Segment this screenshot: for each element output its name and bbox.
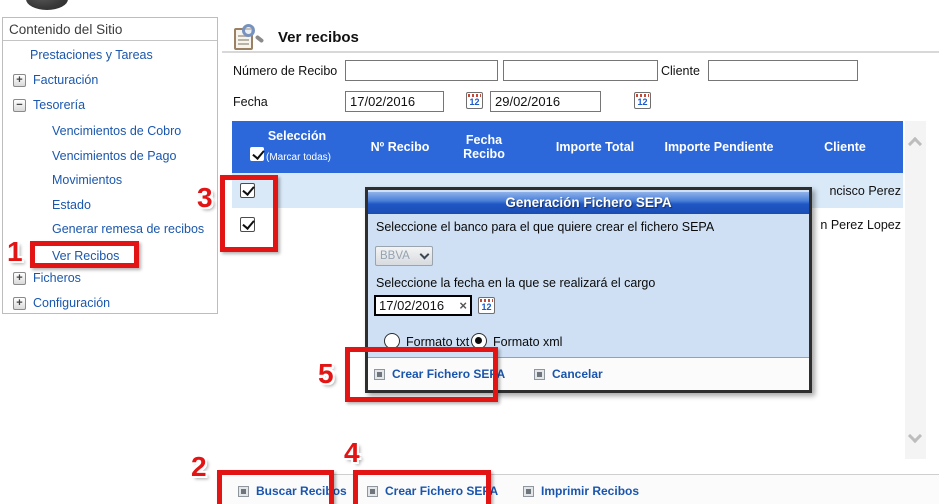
sidebar-item-label[interactable]: Generar remesa de recibos [52,222,205,236]
expand-plus-icon[interactable] [13,271,26,285]
row-checkbox[interactable] [240,183,255,198]
row-cliente-value: ncisco Perez [829,183,901,198]
column-fecha-recibo: Fecha Recibo [463,133,505,161]
row-checkbox[interactable] [240,217,255,232]
sepa-dialog-title: Generación Fichero SEPA [368,192,809,214]
cliente-input[interactable] [708,60,858,81]
cancel-button[interactable]: Cancelar [534,367,603,381]
column-importe-total: Importe Total [555,140,635,154]
charge-date-label: Seleccione la fecha en la que se realiza… [376,276,656,290]
select-all-checkbox[interactable] [250,147,264,161]
annotation-number-2: 2 [191,451,207,482]
scroll-down-icon[interactable] [907,428,923,444]
button-square-icon [367,485,378,497]
row-cliente-value: n Perez Lopez [820,218,901,232]
bank-select-value: BBVA [380,250,410,262]
sidebar-item-configuracion[interactable]: Configuración [13,295,110,311]
calendar-icon[interactable]: 12 [634,92,651,109]
sidebar-item-vencimientos-cobro[interactable]: Vencimientos de Cobro [52,123,181,139]
calendar-icon[interactable]: 12 [466,92,483,109]
numero-recibo-desde-input[interactable] [345,60,498,81]
page-title: Ver recibos [278,29,359,46]
buscar-recibos-button[interactable]: Buscar Recibos [238,484,347,498]
sidebar-item-label[interactable]: Tesorería [33,98,86,112]
annotation-box-4 [353,470,491,504]
chevron-down-icon [419,249,430,260]
sepa-dialog-footer: Crear Fichero SEPA Cancelar [368,357,809,390]
fecha-hasta-input[interactable] [490,91,601,112]
imprimir-recibos-button[interactable]: Imprimir Recibos [523,484,639,498]
scroll-up-icon[interactable] [907,136,923,152]
sepa-dialog: Generación Fichero SEPA Seleccione el ba… [365,187,812,393]
annotation-box-1 [30,241,139,268]
button-square-icon [374,368,385,380]
collapse-minus-icon[interactable] [13,98,26,112]
column-seleccion: Selección [267,129,327,143]
button-square-icon [238,485,249,497]
sidebar-title: Contenido del Sitio [3,18,217,41]
column-num-recibo: Nº Recibo [370,140,430,154]
annotation-number-4: 4 [344,437,360,468]
sidebar-item-ficheros[interactable]: Ficheros [13,270,81,286]
sidebar: Contenido del Sitio Prestaciones y Tarea… [2,17,218,314]
sidebar-item-prestaciones[interactable]: Prestaciones y Tareas [30,47,153,63]
annotation-box-3 [220,175,278,252]
numero-recibo-label: Número de Recibo [233,64,338,78]
sidebar-item-vencimientos-pago[interactable]: Vencimientos de Pago [52,148,176,164]
fecha-label: Fecha [233,95,268,109]
footer-bar [217,474,939,504]
sidebar-item-label[interactable]: Prestaciones y Tareas [30,48,153,62]
button-square-icon [534,368,545,380]
annotation-number-1: 1 [7,236,23,267]
marcar-todas-label: (Marcar todas) [266,152,332,163]
charge-date-value: 17/02/2016 [379,298,445,313]
table-header: Selección (Marcar todas) Nº Recibo Fecha… [232,121,903,173]
bank-select[interactable]: BBVA [375,246,433,266]
sidebar-item-facturacion[interactable]: Facturación [13,72,98,88]
sidebar-item-label[interactable]: Vencimientos de Pago [52,149,177,163]
sidebar-item-label[interactable]: Configuración [33,296,111,310]
fecha-desde-input[interactable] [345,91,444,112]
header-divider [222,51,939,53]
vertical-scrollbar[interactable] [905,121,926,459]
create-sepa-file-button[interactable]: Crear Fichero SEPA [374,367,505,381]
bank-select-label: Seleccione el banco para el que quiere c… [376,220,715,234]
sidebar-item-label[interactable]: Ficheros [33,271,81,285]
clear-date-icon[interactable]: × [459,298,467,313]
sidebar-item-tesoreria[interactable]: Tesorería [13,97,85,113]
expand-plus-icon[interactable] [13,296,26,310]
logo-fragment [26,0,68,10]
sidebar-item-estado[interactable]: Estado [52,197,91,213]
annotation-box-5 [345,347,498,402]
sidebar-item-label[interactable]: Facturación [33,73,99,87]
column-importe-pendiente: Importe Pendiente [664,140,774,154]
column-cliente: Cliente [824,140,866,154]
formato-xml-label[interactable]: Formato xml [493,335,563,349]
numero-recibo-hasta-input[interactable] [503,60,658,81]
sidebar-item-generar-remesa[interactable]: Generar remesa de recibos [52,221,204,237]
sidebar-item-label[interactable]: Ver Recibos [52,249,120,263]
sidebar-item-label[interactable]: Estado [52,198,91,212]
charge-date-input[interactable]: 17/02/2016 × [374,295,472,316]
annotation-number-3: 3 [197,182,213,213]
formato-txt-label[interactable]: Formato txt [406,335,470,349]
expand-plus-icon[interactable] [13,73,26,87]
magnifier-icon [242,24,255,37]
view-receipts-icon [234,24,265,50]
crear-fichero-sepa-button[interactable]: Crear Fichero SEPA [367,484,498,498]
annotation-box-2 [217,470,334,504]
button-square-icon [523,485,534,497]
calendar-icon[interactable]: 12 [478,297,495,314]
sidebar-item-ver-recibos[interactable]: Ver Recibos [52,248,119,264]
annotation-number-5: 5 [318,358,334,389]
sidebar-item-label[interactable]: Vencimientos de Cobro [52,124,182,138]
sidebar-item-movimientos[interactable]: Movimientos [52,172,122,188]
sidebar-item-label[interactable]: Movimientos [52,173,123,187]
cliente-label: Cliente [661,64,700,78]
